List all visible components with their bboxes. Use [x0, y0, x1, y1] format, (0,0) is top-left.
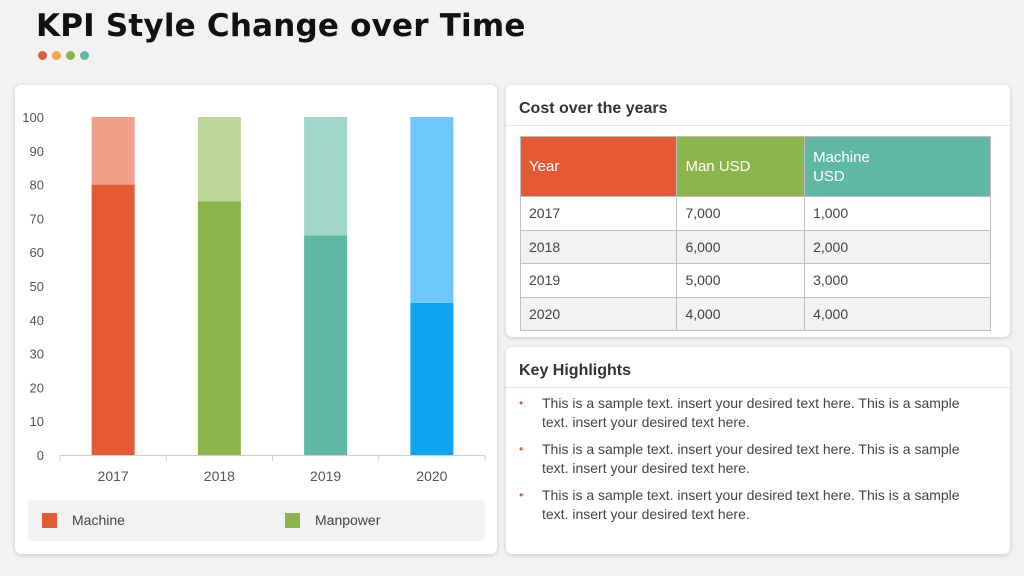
table-cell: 6,000: [676, 229, 806, 264]
y-tick-label: 0: [37, 448, 44, 463]
x-tick-label: 2017: [98, 468, 129, 484]
table-row: 2019 5,000 3,000: [519, 263, 991, 298]
decorative-dot: [66, 51, 75, 60]
table-cell: 3,000: [804, 263, 991, 298]
highlight-item: • This is a sample text. insert your desi…: [519, 486, 979, 523]
bar-manpower-2020: [410, 117, 454, 303]
decorative-dot: [52, 51, 61, 60]
cost-table-title: Cost over the years: [506, 85, 1010, 126]
table-cell: 1,000: [804, 196, 991, 231]
y-tick-label: 90: [30, 144, 44, 159]
bullet-icon: •: [519, 442, 524, 456]
page-title: KPI Style Change over Time: [36, 8, 526, 44]
table-cell: 4,000: [676, 296, 806, 331]
highlights-list: • This is a sample text. insert your desi…: [519, 394, 979, 532]
x-tick-label: 2020: [416, 468, 447, 484]
y-tick-label: 40: [30, 313, 44, 328]
table-cell: 7,000: [676, 196, 806, 231]
table-row: 2018 6,000 2,000: [519, 229, 991, 264]
decorative-dots: [38, 51, 89, 60]
table-cell: 4,000: [804, 296, 991, 331]
bar-machine-2020: [410, 302, 454, 455]
y-tick-label: 30: [30, 347, 44, 362]
table-header-cell: Year: [519, 136, 678, 197]
table-row: 2017 7,000 1,000: [519, 196, 991, 231]
legend-swatch: [285, 512, 300, 528]
legend-label: Manpower: [315, 512, 381, 528]
legend-item-machine: Machine: [42, 512, 125, 528]
legend-swatch: [42, 512, 57, 528]
highlights-card: Key Highlights • This is a sample text. i…: [506, 347, 1010, 554]
chart-card: 0 10 20 30 40 50 60 70 80 90 100 2017 2018 2019 2020 M…: [15, 85, 497, 554]
y-tick-label: 80: [30, 178, 44, 193]
table-cell: 2,000: [804, 229, 991, 264]
bar-machine-2019: [304, 235, 348, 455]
table-cell: 2017: [519, 196, 678, 231]
table-cell: 2018: [519, 229, 678, 264]
y-tick-label: 20: [30, 380, 44, 395]
bar-machine-2018: [197, 201, 241, 455]
decorative-dot: [38, 51, 47, 60]
cost-table-card: Cost over the years Year Man USD Machine U…: [506, 85, 1010, 337]
legend-label: Machine: [72, 512, 125, 528]
y-tick-label: 70: [30, 211, 44, 226]
highlight-text: This is a sample text. insert your desir…: [542, 487, 960, 522]
table-header-cell: Man USD: [676, 136, 806, 197]
bar-manpower-2017: [91, 117, 135, 185]
highlights-title: Key Highlights: [506, 347, 1010, 388]
highlight-item: • This is a sample text. insert your desi…: [519, 394, 979, 431]
table-cell: 5,000: [676, 263, 806, 298]
stacked-bar-chart: 0 10 20 30 40 50 60 70 80 90 100 2017 2018 2019 2020: [22, 110, 486, 484]
y-tick-label: 50: [30, 279, 44, 294]
bar-manpower-2019: [304, 117, 348, 236]
table-cell: 2020: [519, 296, 678, 331]
x-tick-label: 2018: [204, 468, 235, 484]
y-tick-label: 100: [22, 110, 44, 125]
bullet-icon: •: [519, 488, 524, 502]
legend-item-manpower: Manpower: [285, 512, 380, 528]
highlight-item: • This is a sample text. insert your desi…: [519, 440, 979, 477]
cost-table: Year Man USD Machine USD 2017 7,000 1,000 201…: [519, 136, 991, 331]
bar-manpower-2018: [197, 117, 241, 202]
y-tick-label: 10: [30, 414, 44, 429]
highlight-text: This is a sample text. insert your desir…: [542, 441, 960, 476]
table-cell: 2019: [519, 263, 678, 298]
table-header-cell: Machine USD: [804, 136, 991, 197]
decorative-dot: [80, 51, 89, 60]
bullet-icon: •: [519, 396, 524, 410]
chart-legend: Machine Manpower: [28, 500, 485, 541]
table-row: 2020 4,000 4,000: [519, 296, 991, 331]
x-tick-label: 2019: [310, 468, 341, 484]
y-tick-label: 60: [30, 245, 44, 260]
highlight-text: This is a sample text. insert your desir…: [542, 395, 960, 430]
bar-machine-2017: [91, 184, 135, 455]
